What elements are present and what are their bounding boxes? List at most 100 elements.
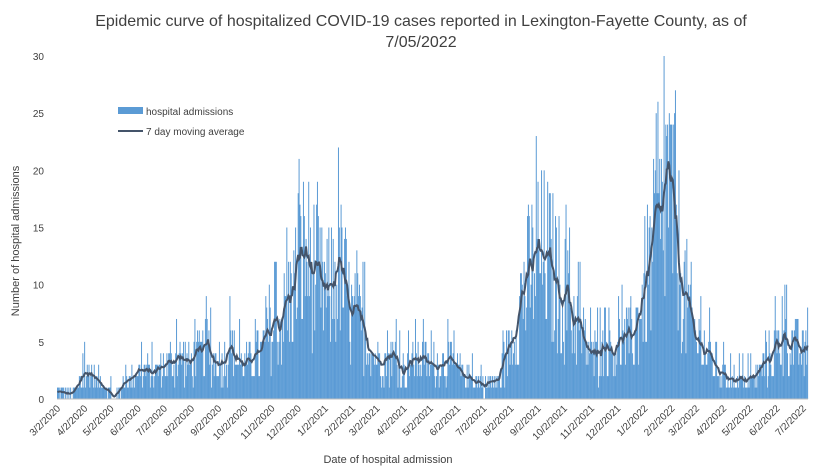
admission-bar [709, 341, 711, 399]
admission-bar [755, 364, 757, 399]
admission-bar [204, 376, 206, 399]
admission-bar [526, 307, 528, 399]
admission-bar [586, 341, 588, 399]
admission-bar [339, 330, 341, 399]
admission-bar [244, 353, 246, 399]
admission-bar [266, 307, 268, 399]
admission-bar [251, 376, 253, 399]
admission-bar [386, 330, 388, 399]
admission-bar [795, 318, 797, 399]
admission-bar [504, 387, 506, 399]
admission-bar [594, 330, 596, 399]
admission-bar [84, 341, 86, 399]
admission-bar [228, 353, 230, 399]
admission-bar [355, 307, 357, 399]
admission-bar [330, 341, 332, 399]
admission-bar [441, 364, 443, 399]
y-axis-label: Number of hospital admissions [10, 165, 22, 316]
admission-bar [360, 330, 362, 399]
admission-bar [697, 353, 699, 399]
admission-bar [173, 364, 175, 399]
admission-bar [279, 318, 281, 399]
y-tick-label: 25 [33, 109, 45, 120]
admission-bar [444, 376, 446, 399]
admission-bar [470, 376, 472, 399]
admission-bar [798, 364, 800, 399]
admission-bar [633, 364, 635, 399]
admission-bar [638, 364, 640, 399]
admission-bar [208, 330, 210, 399]
admission-bar [763, 353, 765, 399]
admission-bar [698, 318, 700, 399]
admission-bar [345, 238, 347, 399]
admission-bar [78, 376, 80, 399]
admission-bar [291, 341, 293, 399]
admission-bar [443, 353, 444, 399]
admission-bar [605, 341, 607, 399]
admission-bar [604, 307, 606, 399]
admission-bar [496, 387, 498, 399]
admission-bar [258, 376, 260, 399]
admission-bar [273, 330, 275, 399]
admission-bar [278, 341, 280, 399]
admission-bar [786, 353, 788, 399]
admission-bar [202, 330, 204, 399]
admission-bar [735, 387, 737, 399]
admission-bar [516, 364, 518, 399]
admission-bar [274, 261, 276, 399]
admission-bar [548, 193, 550, 399]
admission-bar [132, 387, 134, 399]
admission-bar [751, 376, 753, 399]
admission-bar [521, 284, 523, 399]
admission-bar [589, 353, 591, 399]
admission-bar [555, 227, 557, 399]
admission-bar [451, 364, 453, 399]
admission-bar [477, 387, 479, 399]
admission-bar [209, 364, 211, 399]
admission-bar [625, 364, 627, 399]
admission-bar [188, 341, 190, 399]
admission-bar [309, 296, 311, 399]
admission-bar [129, 376, 131, 399]
y-tick-label: 10 [33, 281, 45, 292]
admission-bar [225, 376, 227, 399]
admission-bar [74, 387, 76, 399]
admission-bar [127, 387, 129, 399]
y-tick-label: 0 [38, 395, 44, 406]
admission-bar [478, 376, 480, 399]
admission-bar [79, 376, 81, 399]
admission-bar [443, 376, 445, 399]
admission-bar [325, 307, 327, 399]
admission-bar [457, 364, 459, 399]
admission-bar [545, 318, 547, 399]
admission-bar [598, 376, 600, 399]
admission-bar [344, 227, 346, 399]
admission-bar [657, 101, 659, 399]
admission-bar [571, 353, 573, 399]
admission-bar [212, 353, 214, 399]
admission-bar [123, 387, 125, 399]
admission-bar [731, 376, 733, 399]
admission-bar [380, 387, 382, 399]
admission-bar [714, 376, 716, 399]
admission-bar [753, 376, 755, 399]
admission-bar [282, 341, 284, 399]
admission-bar [527, 204, 529, 399]
admission-bar [183, 341, 185, 399]
admission-bar [688, 296, 690, 399]
admission-bar [635, 307, 637, 399]
admission-bar [466, 364, 468, 399]
admission-bar [656, 193, 658, 399]
admission-bar [78, 387, 80, 399]
admission-bar [236, 364, 238, 399]
admission-bar [190, 353, 192, 399]
admission-bar [281, 318, 283, 399]
admission-bar [179, 341, 181, 399]
admission-bar [611, 353, 613, 399]
admission-bar [460, 376, 462, 399]
admission-bar [286, 227, 288, 399]
admission-bar [660, 158, 662, 399]
admission-bar [438, 387, 440, 399]
admission-bar [459, 353, 461, 399]
admission-bar [525, 330, 527, 399]
